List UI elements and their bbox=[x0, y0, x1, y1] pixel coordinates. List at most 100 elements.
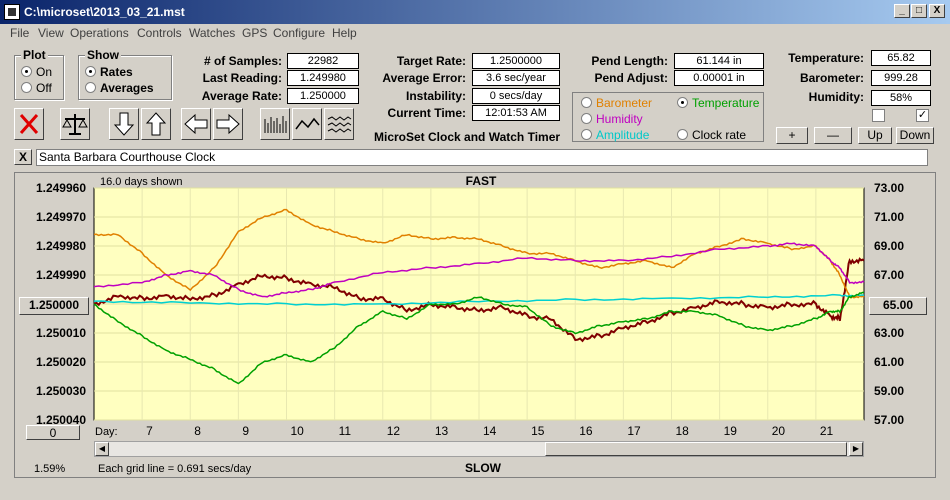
note-clear-button[interactable]: X bbox=[14, 149, 32, 165]
menu-help[interactable]: Help bbox=[332, 26, 357, 40]
minus-button[interactable]: — bbox=[814, 127, 852, 144]
amplitude-radio[interactable]: Amplitude bbox=[581, 128, 649, 142]
line-chart-icon bbox=[295, 117, 320, 130]
scroll-up-button[interactable] bbox=[141, 108, 171, 140]
center-aux-button[interactable]: 65.00 bbox=[869, 297, 927, 315]
balance-button[interactable] bbox=[60, 108, 90, 140]
zero-button[interactable]: 0 bbox=[26, 425, 80, 440]
left-checkbox[interactable] bbox=[872, 109, 885, 122]
menu-bar: File View Operations Controls Watches GP… bbox=[0, 24, 950, 44]
menu-watches[interactable]: Watches bbox=[189, 26, 236, 40]
arrow-down-icon bbox=[113, 112, 135, 136]
menu-controls[interactable]: Controls bbox=[137, 26, 182, 40]
show-rates-radio[interactable]: Rates bbox=[85, 65, 133, 79]
clock-rate-radio[interactable]: Clock rate bbox=[677, 128, 746, 142]
last-reading-field: 1.249980 bbox=[287, 70, 359, 86]
humidity-radio-label: Humidity bbox=[596, 112, 643, 126]
day-axis-label: Day: bbox=[95, 426, 118, 438]
series-line-temperature bbox=[93, 291, 865, 385]
temperature-radio-label: Temperature bbox=[692, 96, 760, 110]
x-tick-label: 7 bbox=[146, 424, 153, 438]
x-tick-label: 8 bbox=[194, 424, 201, 438]
pend-length-field[interactable]: 61.144 in bbox=[674, 53, 764, 69]
arrow-up-icon bbox=[145, 112, 167, 136]
chart-scrollbar[interactable]: ◀ ▶ bbox=[94, 441, 864, 457]
down-button[interactable]: Down bbox=[896, 127, 934, 144]
x-tick-label: 19 bbox=[724, 424, 738, 438]
right-tick-label: 57.00 bbox=[874, 413, 904, 427]
average-rate-label: Average Rate: bbox=[201, 89, 282, 103]
right-checkbox[interactable]: ✓ bbox=[916, 109, 929, 122]
red-x-icon bbox=[19, 114, 39, 134]
barometer-field: 999.28 bbox=[871, 70, 931, 86]
close-icon: X bbox=[18, 150, 27, 164]
pend-adjust-field[interactable]: 0.00001 in bbox=[674, 70, 764, 86]
right-tick-label: 63.00 bbox=[874, 326, 904, 340]
right-tick-label: 71.00 bbox=[874, 210, 904, 224]
menu-file[interactable]: File bbox=[10, 26, 30, 40]
series-line-humidity bbox=[93, 242, 865, 298]
scroll-right-button[interactable] bbox=[213, 108, 243, 140]
wave-chart-button[interactable] bbox=[324, 108, 354, 140]
radio-dot-icon bbox=[21, 82, 32, 93]
clock-rate-radio-label: Clock rate bbox=[692, 128, 747, 142]
menu-operations[interactable]: Operations bbox=[70, 26, 129, 40]
menu-view[interactable]: View bbox=[38, 26, 64, 40]
right-tick-label: 69.00 bbox=[874, 239, 904, 253]
app-name-label: MicroSet Clock and Watch Timer bbox=[374, 130, 561, 144]
show-averages-radio[interactable]: Averages bbox=[85, 81, 154, 95]
minimize-button[interactable]: _ bbox=[894, 4, 910, 18]
humidity-radio[interactable]: Humidity bbox=[581, 112, 643, 126]
menu-gps[interactable]: GPS bbox=[242, 26, 268, 40]
right-axis-ticks: 73.00 71.00 69.00 67.00 63.00 61.00 59.00 57.00 bbox=[874, 181, 904, 427]
stop-button[interactable] bbox=[14, 108, 44, 140]
note-input[interactable]: Santa Barbara Courthouse Clock bbox=[36, 149, 928, 166]
x-tick-label: 10 bbox=[291, 424, 305, 438]
scroll-left-button[interactable] bbox=[181, 108, 211, 140]
maximize-button[interactable]: □ bbox=[911, 4, 927, 18]
chart-series bbox=[93, 208, 865, 385]
x-tick-label: 9 bbox=[242, 424, 249, 438]
days-shown-label: 16.0 days shown bbox=[100, 176, 183, 188]
samples-field: 22982 bbox=[287, 53, 359, 69]
barometer-radio-label: Barometer bbox=[596, 96, 653, 110]
radio-dot-icon bbox=[581, 129, 592, 140]
up-button[interactable]: Up bbox=[858, 127, 892, 144]
show-group-title: Show bbox=[85, 48, 121, 62]
radio-dot-icon bbox=[21, 66, 32, 77]
current-time-label: Current Time: bbox=[387, 106, 466, 120]
radio-dot-icon bbox=[677, 97, 688, 108]
left-tick-label: 1.250020 bbox=[36, 355, 86, 369]
line-chart-button[interactable] bbox=[292, 108, 322, 140]
barometer-radio[interactable]: Barometer bbox=[581, 96, 652, 110]
plot-off-radio[interactable]: Off bbox=[21, 81, 52, 95]
show-rates-label: Rates bbox=[100, 65, 133, 79]
fast-label: FAST bbox=[466, 174, 497, 188]
show-averages-label: Averages bbox=[100, 81, 154, 95]
center-rate-button[interactable]: 1.250000 bbox=[19, 297, 89, 315]
humidity-label: Humidity: bbox=[808, 90, 864, 104]
radio-dot-icon bbox=[677, 129, 688, 140]
bar-chart-button[interactable] bbox=[260, 108, 290, 140]
temperature-radio[interactable]: Temperature bbox=[677, 96, 759, 110]
plot-on-radio[interactable]: On bbox=[21, 65, 52, 79]
scroll-right-arrow[interactable]: ▶ bbox=[849, 442, 863, 456]
scroll-thumb[interactable] bbox=[545, 442, 847, 456]
percent-label: 1.59% bbox=[34, 463, 65, 475]
app-icon[interactable] bbox=[4, 4, 20, 20]
left-axis-ticks: 1.249960 1.249970 1.249980 1.249990 1.250010… bbox=[36, 181, 86, 427]
series-line-amplitude bbox=[94, 293, 865, 306]
plus-button[interactable]: + bbox=[776, 127, 808, 144]
scroll-left-arrow[interactable]: ◀ bbox=[95, 442, 109, 456]
menu-configure[interactable]: Configure bbox=[273, 26, 326, 40]
right-tick-label: 59.00 bbox=[874, 384, 904, 398]
grid-note-label: Each grid line = 0.691 secs/day bbox=[98, 463, 252, 475]
scroll-down-button[interactable] bbox=[109, 108, 139, 140]
radio-dot-icon bbox=[581, 113, 592, 124]
x-tick-label: 15 bbox=[531, 424, 545, 438]
radio-dot-icon bbox=[581, 97, 592, 108]
close-button[interactable]: X bbox=[929, 4, 945, 18]
left-tick-label: 1.249970 bbox=[36, 210, 86, 224]
target-rate-field[interactable]: 1.2500000 bbox=[472, 53, 560, 69]
